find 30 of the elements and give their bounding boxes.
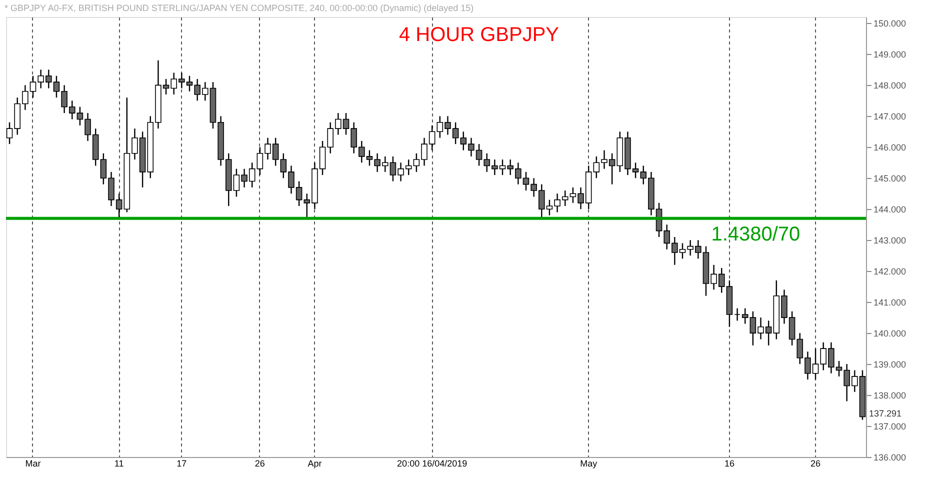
y-tick-label: 150.000 <box>874 18 906 29</box>
y-tick-label: 147.000 <box>874 112 906 122</box>
x-tick-label: 16 <box>724 458 734 468</box>
candlestick <box>734 308 740 322</box>
y-tick-label: 137.000 <box>874 422 906 432</box>
x-tick-label: 26 <box>810 458 821 468</box>
y-tick-label: 140.000 <box>874 328 906 339</box>
x-tick-label: 26 <box>254 458 265 468</box>
y-tick-label: 148.000 <box>874 80 906 91</box>
y-tick-label: 149.000 <box>874 50 906 60</box>
x-tick-label: Mar <box>25 458 41 468</box>
y-tick-label: 142.000 <box>874 266 906 277</box>
y-tick-label: 141.000 <box>874 298 906 308</box>
y-tick-label: 146.000 <box>874 142 906 153</box>
x-tick-label: May <box>580 458 598 468</box>
y-tick-label: 144.000 <box>874 204 906 215</box>
y-tick-label: 139.000 <box>874 360 906 370</box>
x-tick-label: 20:00 16/04/2019 <box>397 458 468 468</box>
chart-subtitle: * GBPJPY A0-FX, BRITISH POUND STERLING/JAPAN YEN COMPOSITE, 240, 00:00-00:00 (Dynamic) (delayed 15) <box>4 3 474 13</box>
x-tick-label: 11 <box>114 458 124 468</box>
y-tick-label: 138.000 <box>874 390 906 401</box>
candlestick <box>742 308 748 324</box>
text: 137.291 <box>869 408 902 419</box>
y-tick-label: 143.000 <box>874 236 906 246</box>
annotation: 1.4380/70 <box>711 223 800 246</box>
chart-title: 4 HOUR GBPJPY <box>398 24 560 46</box>
y-tick-label: 145.000 <box>874 174 906 184</box>
x-tick-label: 17 <box>176 458 187 468</box>
y-tick-label: 136.000 <box>874 452 906 462</box>
x-tick-label: Apr <box>308 458 322 468</box>
